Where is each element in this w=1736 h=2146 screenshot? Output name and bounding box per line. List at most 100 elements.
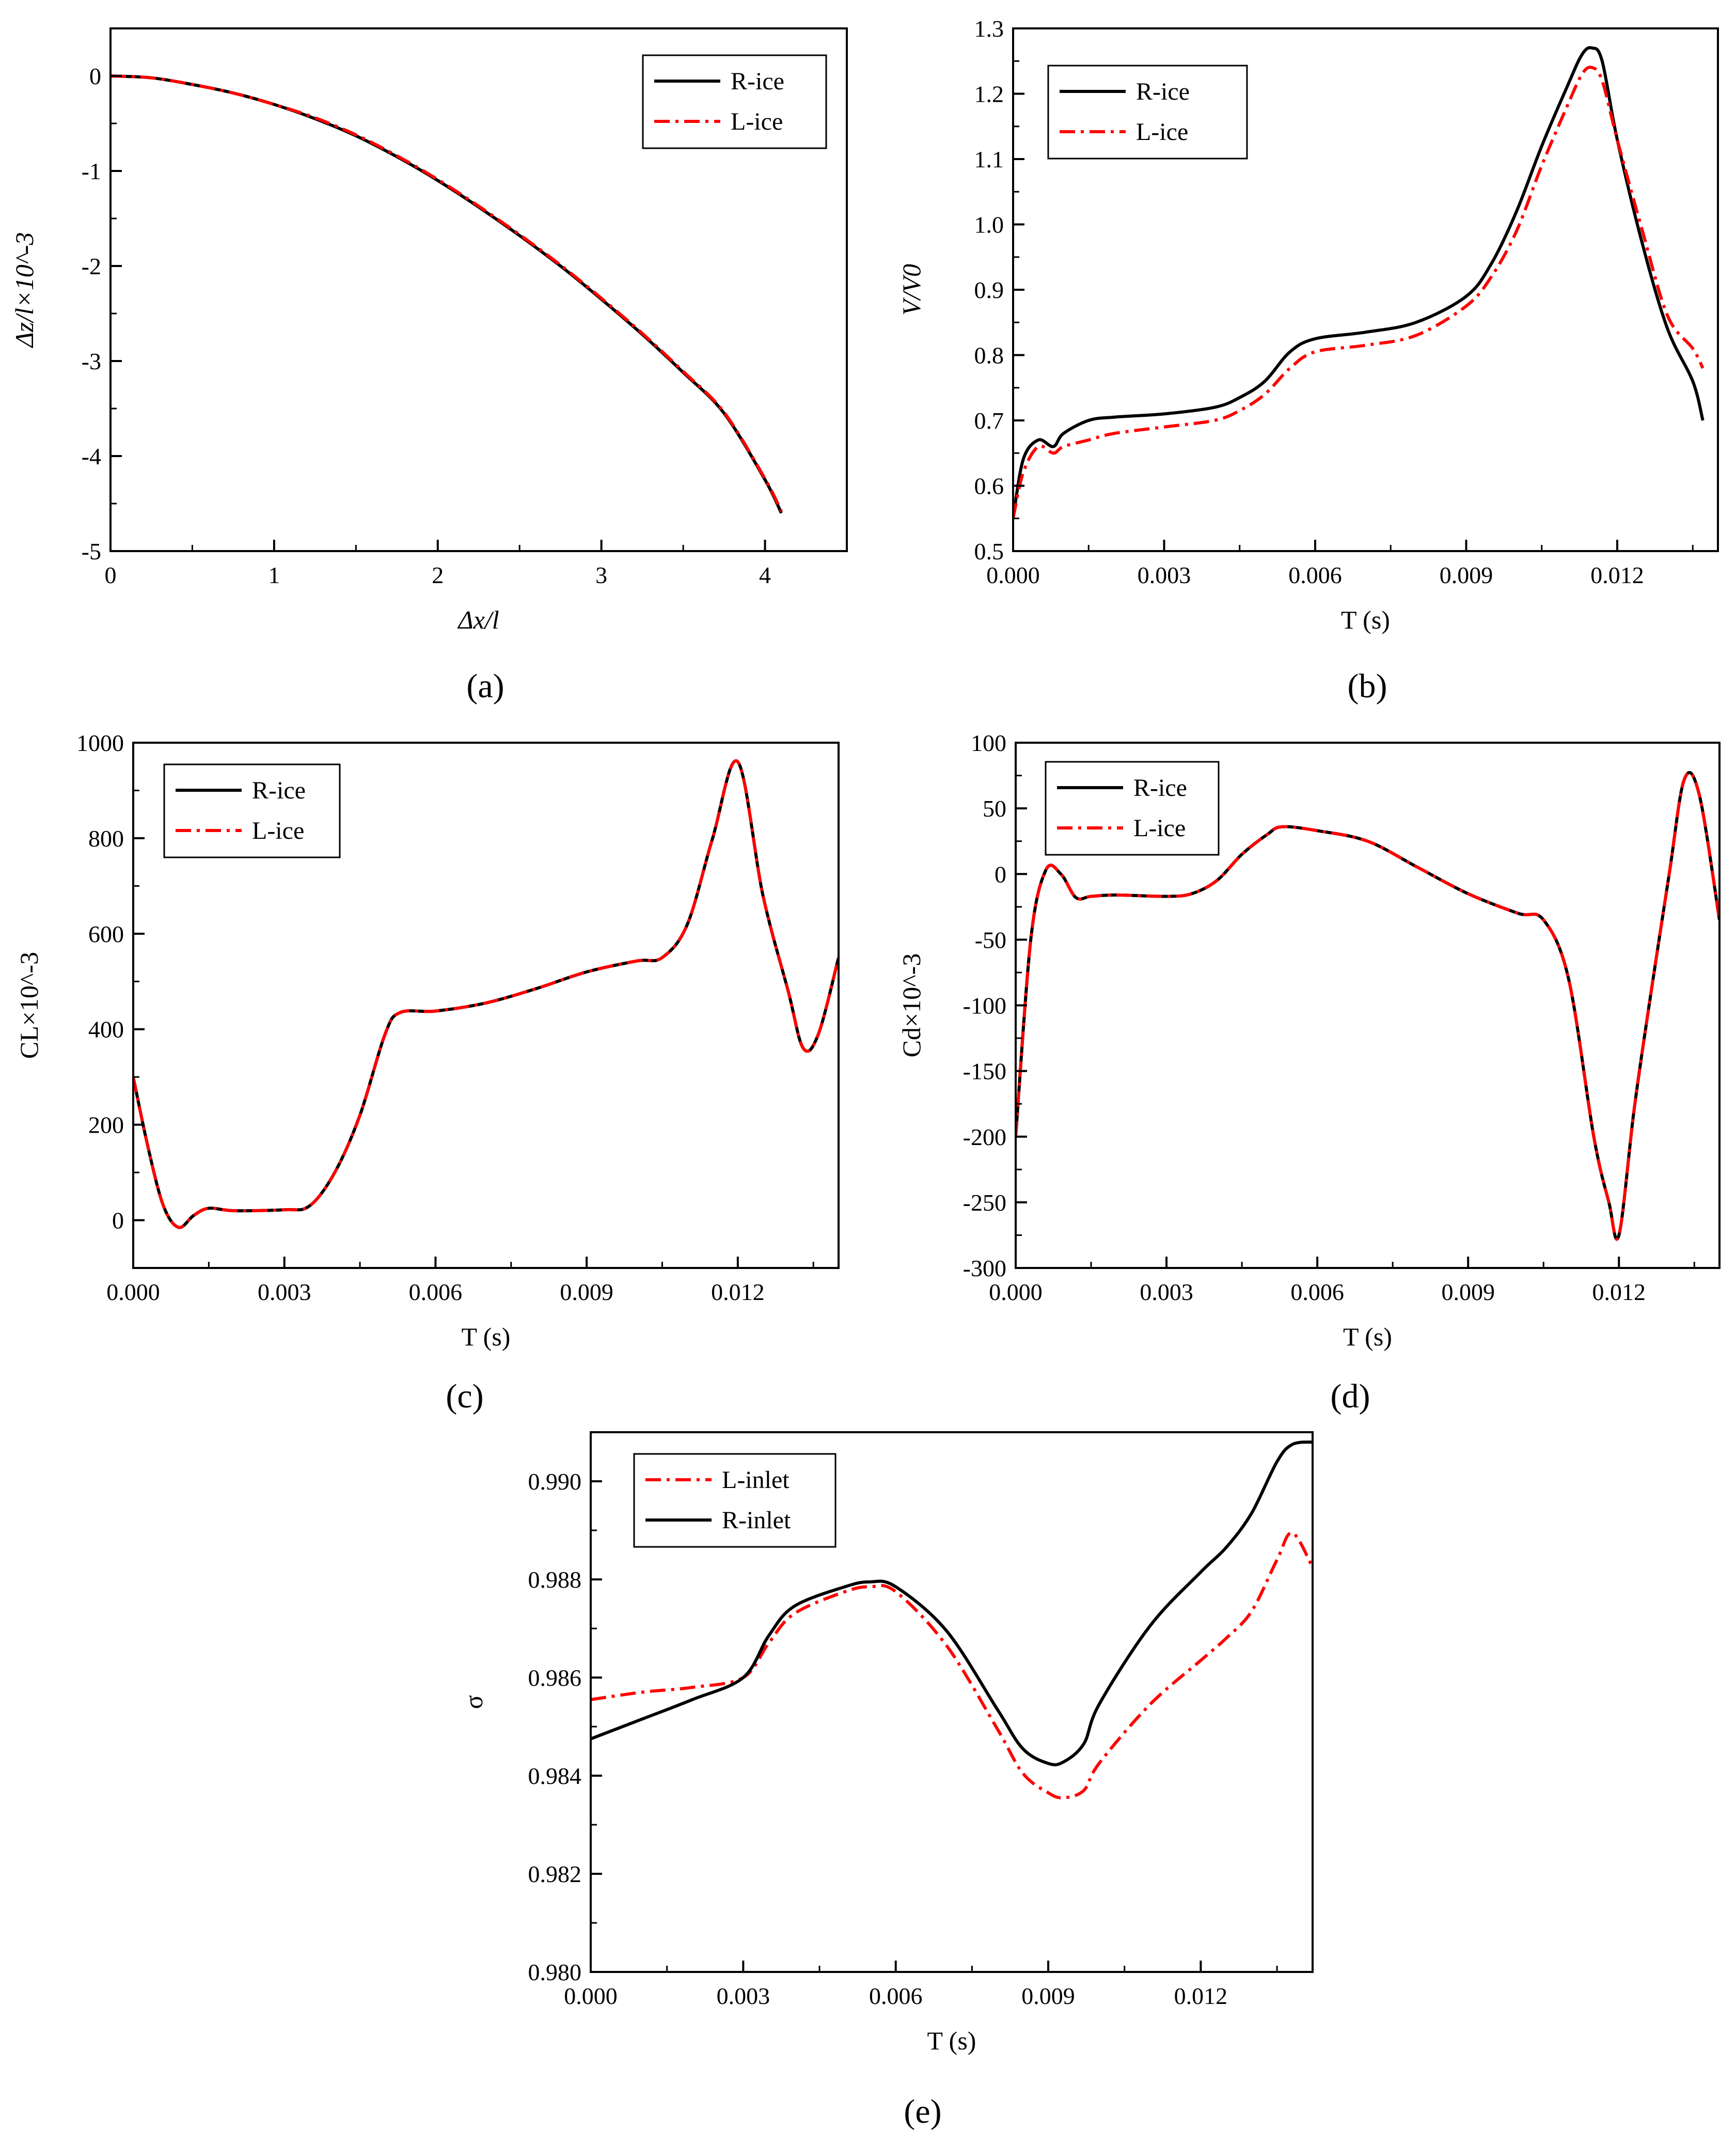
x-axis-label-b: T (s) xyxy=(1341,605,1390,634)
y-axis-label-e: σ xyxy=(459,1695,488,1709)
x-tick-label-c: 0.000 xyxy=(106,1279,160,1305)
y-tick-label-b: 0.7 xyxy=(974,408,1004,434)
series-line-a-l-ice xyxy=(111,74,783,512)
y-tick-label-d: -50 xyxy=(975,927,1006,953)
legend-label-e-l-inlet: L-inlet xyxy=(722,1466,790,1494)
legend-box-d xyxy=(1045,761,1220,856)
legend-box-c xyxy=(163,763,341,858)
panel-e: 0.000 0.003 0.006 0.009 0.012 0.980 0.982 0.984… xyxy=(459,1431,1314,2055)
series-line-d-l-ice xyxy=(1016,771,1719,1241)
y-tick-label-e: 0.986 xyxy=(528,1665,582,1691)
legend-label-c-r-ice: R-ice xyxy=(252,777,306,804)
legend-label-b-r-ice: R-ice xyxy=(1136,78,1190,105)
y-tick-label-d: 50 xyxy=(983,795,1006,822)
y-tick-label-e: 0.982 xyxy=(528,1861,582,1887)
plot-frame-e xyxy=(590,1431,1314,1973)
y-tick-label-c: 200 xyxy=(88,1112,124,1138)
x-tick-label-e: 0.012 xyxy=(1174,1983,1228,2009)
x-tick-label-c: 0.009 xyxy=(560,1279,613,1305)
legend-box-b xyxy=(1047,65,1248,160)
plot-frame-a xyxy=(109,27,848,552)
x-axis-label-d: T (s) xyxy=(1343,1322,1392,1351)
y-tick-label-a: -1 xyxy=(82,158,101,184)
y-axis-label-b: V/V0 xyxy=(897,264,926,316)
x-axis-label-c: T (s) xyxy=(462,1322,511,1351)
y-axis-label-a: Δz/l×10^-3 xyxy=(10,232,39,348)
y-tick-label-d: -250 xyxy=(963,1189,1006,1216)
x-tick-label-a: 4 xyxy=(759,562,771,588)
y-tick-label-a: 0 xyxy=(89,63,101,89)
legend-box-a xyxy=(642,54,827,149)
series-line-c-l-ice xyxy=(133,759,839,1229)
legend-label-e-r-inlet: R-inlet xyxy=(722,1507,791,1534)
y-tick-label-a: -2 xyxy=(82,253,101,279)
x-tick-label-e: 0.000 xyxy=(564,1983,618,2009)
panel-b: 0.000 0.003 0.006 0.009 0.012 0.5 0.6 0.7 0.8 0.9… xyxy=(897,15,1719,634)
x-tick-label-d: 0.012 xyxy=(1592,1279,1646,1305)
series-line-b-l-ice xyxy=(1013,66,1705,519)
legend-label-c-l-ice: L-ice xyxy=(252,817,304,844)
series-line-b-r-ice xyxy=(1013,46,1705,519)
y-tick-label-d: -200 xyxy=(963,1124,1006,1150)
panel-label-c: (c) xyxy=(446,1377,483,1415)
y-tick-label-b: 0.9 xyxy=(974,277,1004,303)
y-tick-label-c: 800 xyxy=(88,825,124,852)
y-tick-label-e: 0.980 xyxy=(528,1959,582,1985)
y-tick-label-e: 0.984 xyxy=(528,1763,582,1789)
series-line-e-l-inlet xyxy=(591,1531,1313,1799)
panel-a: 0 1 2 3 4 -5 -4 -3 -2 -1 0 Δx/l Δz/l×10^-3 R-ice L-ice xyxy=(10,27,848,634)
x-tick-label-a: 1 xyxy=(268,562,280,588)
x-tick-label-b: 0.006 xyxy=(1288,562,1342,588)
y-tick-label-e: 0.990 xyxy=(528,1468,582,1495)
y-axis-label-d: Cd×10^-3 xyxy=(897,953,926,1058)
y-tick-label-c: 0 xyxy=(112,1208,124,1234)
panel-label-d: (d) xyxy=(1331,1377,1370,1415)
y-tick-label-b: 1.3 xyxy=(974,15,1004,42)
legend-label-a-l-ice: L-ice xyxy=(731,108,783,135)
x-tick-label-b: 0.003 xyxy=(1138,562,1191,588)
y-tick-label-c: 1000 xyxy=(76,730,124,756)
x-tick-label-a: 3 xyxy=(595,562,607,588)
x-tick-label-c: 0.003 xyxy=(258,1279,311,1305)
x-tick-label-e: 0.009 xyxy=(1021,1983,1075,2009)
y-tick-label-d: -100 xyxy=(963,993,1006,1019)
x-tick-label-b: 0.000 xyxy=(986,562,1040,588)
legend-label-a-r-ice: R-ice xyxy=(731,68,784,95)
y-tick-label-d: -300 xyxy=(963,1255,1006,1281)
x-axis-label-e: T (s) xyxy=(927,2026,976,2055)
plot-frame-c xyxy=(132,742,840,1269)
y-tick-label-d: -150 xyxy=(963,1058,1006,1085)
panel-label-e: (e) xyxy=(904,2093,941,2131)
x-axis-label-a: Δx/l xyxy=(457,605,499,634)
panel-c: 0.000 0.003 0.006 0.009 0.012 0 200 400 600 800 10… xyxy=(14,730,840,1351)
x-tick-label-a: 2 xyxy=(432,562,444,588)
legend-label-d-l-ice: L-ice xyxy=(1133,814,1186,842)
x-tick-label-d: 0.003 xyxy=(1140,1279,1193,1305)
panel-label-b: (b) xyxy=(1348,667,1387,705)
panel-d: 0.000 0.003 0.006 0.009 0.012 -300 -250 -200 -15… xyxy=(897,730,1721,1351)
x-tick-label-c: 0.012 xyxy=(711,1279,765,1305)
x-tick-label-d: 0.009 xyxy=(1441,1279,1495,1305)
y-axis-label-c: CL×10^-3 xyxy=(14,952,43,1059)
y-tick-label-a: -4 xyxy=(82,443,101,469)
x-tick-label-e: 0.006 xyxy=(869,1983,923,2009)
x-tick-label-d: 0.000 xyxy=(989,1279,1043,1305)
x-tick-label-e: 0.003 xyxy=(717,1983,770,2009)
y-tick-label-a: -3 xyxy=(82,348,101,374)
y-tick-label-c: 400 xyxy=(88,1016,124,1043)
y-tick-label-b: 1.1 xyxy=(974,146,1004,173)
panel-label-a: (a) xyxy=(466,667,504,705)
y-tick-label-b: 0.6 xyxy=(974,473,1004,499)
legend-label-b-l-ice: L-ice xyxy=(1136,118,1188,146)
y-tick-label-a: -5 xyxy=(82,538,101,565)
y-tick-label-d: 100 xyxy=(971,730,1006,756)
x-tick-label-b: 0.012 xyxy=(1590,562,1644,588)
y-tick-label-c: 600 xyxy=(88,921,124,947)
y-tick-label-e: 0.988 xyxy=(528,1567,582,1593)
x-tick-label-d: 0.006 xyxy=(1290,1279,1344,1305)
legend-box-e xyxy=(633,1453,837,1548)
x-tick-label-b: 0.009 xyxy=(1440,562,1493,588)
y-tick-label-b: 0.8 xyxy=(974,342,1004,369)
x-tick-label-c: 0.006 xyxy=(409,1279,463,1305)
